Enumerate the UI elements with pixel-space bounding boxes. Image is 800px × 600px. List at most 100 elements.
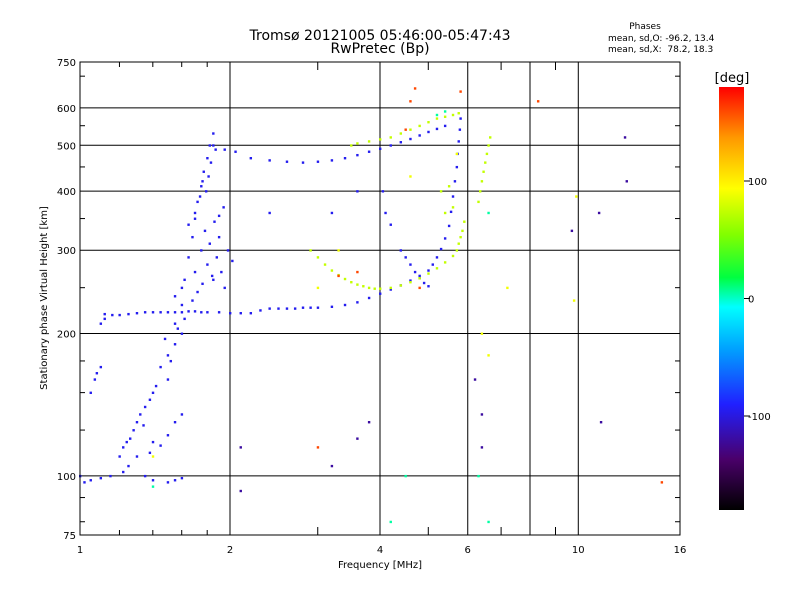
data-point <box>151 391 155 395</box>
data-point <box>200 249 203 252</box>
data-point <box>118 313 121 317</box>
data-point <box>234 150 237 153</box>
data-point <box>506 286 509 290</box>
data-point <box>103 312 106 316</box>
data-point <box>151 485 155 488</box>
data-point <box>193 217 197 220</box>
data-point <box>337 249 340 252</box>
data-point <box>129 437 132 440</box>
data-point <box>473 378 477 381</box>
data-point <box>350 281 353 284</box>
data-point <box>99 322 103 325</box>
data-point <box>477 474 480 478</box>
data-point <box>489 136 492 139</box>
data-point <box>427 130 430 134</box>
data-point <box>575 195 578 198</box>
data-point <box>447 185 451 188</box>
data-point <box>239 446 242 449</box>
data-point <box>249 157 253 160</box>
data-point <box>443 110 447 113</box>
data-point <box>453 180 457 183</box>
data-point <box>151 440 155 444</box>
data-point <box>89 391 92 395</box>
data-point <box>180 303 184 307</box>
y-tick-label: 100 <box>57 472 76 483</box>
data-point <box>209 161 213 164</box>
data-point <box>127 464 130 468</box>
data-point <box>293 307 297 310</box>
data-point <box>212 278 215 282</box>
data-point <box>316 256 320 259</box>
colorbar-tick-label: -100 <box>748 412 771 423</box>
data-point <box>173 343 177 346</box>
data-point <box>356 437 359 440</box>
data-point <box>379 292 382 295</box>
y-tick-label: 300 <box>57 246 76 257</box>
data-point <box>572 299 576 302</box>
data-point <box>239 312 242 315</box>
phase-stats-x: mean, sd,X: 78.2, 18.3 <box>608 45 714 55</box>
data-point <box>268 307 271 310</box>
data-point <box>151 455 155 458</box>
data-point <box>404 256 407 259</box>
data-point <box>193 310 197 313</box>
data-point <box>330 269 334 272</box>
colorbar <box>719 87 744 510</box>
data-point <box>399 284 403 287</box>
data-point <box>409 137 412 141</box>
data-point <box>316 446 320 449</box>
x-tick-label: 1 <box>77 545 83 556</box>
data-point <box>367 421 371 424</box>
data-point <box>217 214 221 218</box>
data-point <box>343 157 347 160</box>
data-point <box>206 263 209 266</box>
data-point <box>201 282 204 286</box>
data-point <box>111 313 114 317</box>
data-point <box>222 206 225 209</box>
data-point <box>132 429 135 432</box>
data-point <box>187 310 190 313</box>
data-point <box>480 332 484 335</box>
data-point <box>455 249 459 252</box>
data-point <box>198 195 202 198</box>
data-point <box>384 211 387 215</box>
data-point <box>482 170 485 173</box>
data-point <box>479 190 482 193</box>
data-point <box>89 479 92 482</box>
data-point <box>330 159 334 162</box>
data-point <box>208 144 211 147</box>
data-point <box>389 286 392 290</box>
data-point <box>337 274 340 278</box>
phase-stats-heading: Phases <box>629 22 661 32</box>
data-point <box>285 160 289 163</box>
data-point <box>356 153 359 157</box>
data-point <box>166 434 170 437</box>
data-point <box>455 165 459 169</box>
data-point <box>159 311 162 314</box>
data-point <box>413 87 417 90</box>
data-point <box>597 211 601 215</box>
data-point <box>362 285 365 288</box>
data-point <box>180 286 184 290</box>
y-axis-label: Stationary phase Virtual Height [km] <box>39 206 50 390</box>
data-point <box>187 223 190 226</box>
data-point <box>173 311 177 314</box>
data-point <box>187 256 190 259</box>
data-point <box>229 312 232 315</box>
data-point <box>459 235 462 239</box>
data-point <box>231 259 234 263</box>
data-point <box>193 211 197 215</box>
data-point <box>451 206 455 209</box>
data-point <box>459 117 462 120</box>
data-point <box>183 278 186 282</box>
x-tick-label: 2 <box>227 545 233 556</box>
colorbar-tick-label: 100 <box>748 177 767 188</box>
data-point <box>455 152 459 156</box>
data-point <box>127 312 130 316</box>
data-point <box>191 299 194 302</box>
data-point <box>122 446 125 449</box>
data-point <box>200 185 203 188</box>
data-point <box>427 121 430 124</box>
data-point <box>536 100 540 103</box>
data-point <box>285 307 289 310</box>
